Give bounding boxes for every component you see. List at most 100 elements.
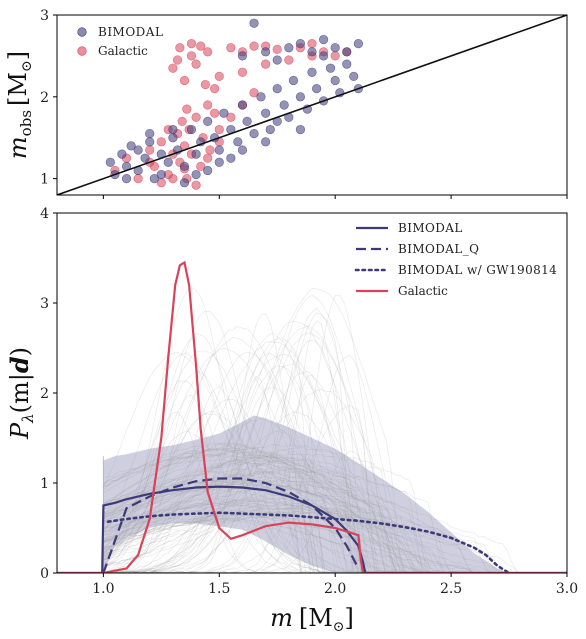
posterior-trace (103, 370, 362, 573)
galactic-point (168, 174, 178, 184)
line-galactic (57, 260, 567, 573)
bimodal-point (203, 165, 213, 176)
scatter-x-ticks (102, 195, 568, 199)
legend-label: Galactic (398, 284, 448, 298)
bimodal-point (191, 169, 201, 180)
bimodal-point (237, 145, 248, 155)
galactic-point (249, 41, 259, 51)
galactic-point (330, 51, 340, 61)
legend-label: BIMODAL (98, 25, 163, 39)
density-lines (57, 260, 567, 573)
galactic-point (191, 180, 201, 190)
galactic-point (133, 174, 143, 184)
density-x-label: m [M⊙] (270, 604, 354, 635)
x-tick-label: 3.0 (556, 581, 578, 597)
bimodal-point (168, 133, 178, 143)
posterior-trace (103, 511, 498, 573)
galactic-point (210, 108, 220, 118)
posterior-trace (103, 431, 311, 573)
posterior-trace (103, 287, 404, 573)
bimodal-point (295, 124, 306, 135)
galactic-point (145, 145, 155, 155)
bimodal-point (261, 137, 271, 147)
posterior-trace (103, 321, 430, 573)
bimodal-point (295, 92, 306, 102)
bimodal-point (272, 55, 282, 65)
galactic-point (205, 145, 215, 155)
posterior-trace (103, 442, 399, 573)
y-tick-label: 0 (40, 566, 49, 582)
posterior-trace (103, 385, 307, 573)
posterior-trace (103, 456, 355, 573)
galactic-point (196, 41, 206, 51)
galactic-point (186, 51, 197, 61)
galactic-point (214, 71, 224, 81)
posterior-trace (103, 456, 376, 573)
posterior-trace (103, 513, 314, 573)
galactic-point (200, 79, 210, 90)
posterior-trace (103, 516, 481, 573)
bimodal-point (149, 174, 159, 184)
posterior-trace (103, 351, 416, 573)
posterior-trace (103, 502, 452, 573)
x-tick-label: 2.5 (440, 581, 462, 597)
galactic-point (172, 55, 183, 65)
posterior-trace (103, 453, 312, 573)
x-tick-label: 1.0 (92, 581, 114, 597)
bimodal-point (156, 169, 166, 180)
posterior-trace (103, 467, 387, 573)
posterior-trace (103, 479, 381, 573)
posterior-trace (103, 455, 326, 573)
bimodal-point (145, 137, 155, 147)
posterior-trace (103, 450, 362, 573)
galactic-point (191, 112, 201, 122)
posterior-trace (103, 488, 437, 573)
y-tick-label: 1 (40, 476, 49, 492)
bimodal-point (219, 108, 229, 118)
scatter-legend: BIMODAL Galactic (77, 25, 163, 58)
bimodal-point (330, 75, 340, 86)
bimodal-point (342, 59, 352, 69)
diagonal-line-group (57, 15, 567, 195)
galactic-point (175, 43, 185, 53)
posterior-trace (103, 511, 430, 573)
bimodal-point (295, 39, 306, 49)
scatter-y-ticks: 1 2 3 (40, 8, 57, 188)
posterior-trace (103, 510, 302, 573)
posterior-trace (103, 507, 472, 573)
posterior-trace (103, 502, 398, 573)
posterior-trace (103, 454, 476, 573)
posterior-trace (103, 491, 396, 573)
posterior-trace (103, 325, 345, 573)
legend-marker (77, 27, 87, 37)
posterior-trace (103, 499, 406, 573)
posterior-trace (103, 444, 427, 573)
galactic-point (196, 161, 206, 171)
bimodal-point (265, 124, 275, 135)
bimodal-point (117, 149, 127, 159)
posterior-trace (103, 443, 369, 573)
posterior-trace (103, 351, 327, 573)
posterior-trace (103, 332, 342, 573)
posterior-trace (103, 483, 491, 573)
bimodal-point (121, 174, 132, 184)
galactic-point (203, 100, 213, 110)
density-legend: BIMODAL BIMODAL_Q BIMODAL w/ GW190814 Galac… (354, 221, 557, 298)
posterior-trace (103, 467, 443, 573)
galactic-point (182, 104, 192, 114)
posterior-trace (103, 294, 436, 573)
bimodal-point (214, 157, 224, 167)
posterior-trace (103, 480, 359, 573)
posterior-trace (103, 460, 365, 573)
posterior-trace (103, 486, 368, 573)
bimodal-point (237, 100, 248, 110)
galactic-point (156, 137, 166, 147)
scatter-frame (56, 14, 568, 196)
posterior-trace (103, 320, 410, 573)
posterior-trace (103, 341, 418, 573)
bimodal-point (214, 145, 224, 155)
density-y-ticks: 0 1 2 3 4 (40, 206, 57, 582)
posterior-trace (103, 446, 430, 573)
galactic-point (272, 44, 282, 54)
galactic-point (307, 39, 317, 49)
